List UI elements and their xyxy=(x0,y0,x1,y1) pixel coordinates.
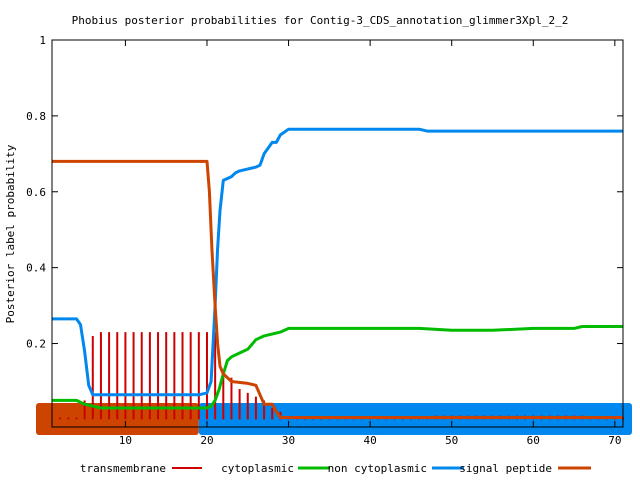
x-tick-label: 60 xyxy=(527,434,540,447)
chart-title: Phobius posterior probabilities for Cont… xyxy=(72,14,569,27)
y-axis-label: Posterior label probability xyxy=(4,144,17,323)
x-tick-label: 30 xyxy=(282,434,295,447)
y-tick-label: 0.2 xyxy=(26,338,46,351)
x-tick-label: 50 xyxy=(445,434,458,447)
x-tick-label: 20 xyxy=(200,434,213,447)
y-tick-label: 1 xyxy=(39,34,46,47)
legend-label: signal peptide xyxy=(459,462,552,475)
y-tick-label: 0.4 xyxy=(26,262,46,275)
legend-label: transmembrane xyxy=(80,462,166,475)
line-layer xyxy=(52,127,623,419)
series-line xyxy=(52,325,623,410)
x-tick-label: 70 xyxy=(608,434,621,447)
tick-layer: 0.2 0.4 0.6 0.8 1 10 20 30 40 50 60 70 xyxy=(26,34,623,447)
x-tick-label: 10 xyxy=(119,434,132,447)
x-tick-label: 40 xyxy=(364,434,377,447)
y-tick-label: 0.8 xyxy=(26,110,46,123)
series-line xyxy=(52,159,623,419)
series-line xyxy=(52,127,623,397)
legend-label: cytoplasmic xyxy=(221,462,294,475)
impulse-layer xyxy=(59,332,624,420)
legend-label: non cytoplasmic xyxy=(328,462,427,475)
plot-frame xyxy=(51,39,624,428)
legend: transmembrane cytoplasmic non cytoplasmic s… xyxy=(80,462,591,475)
y-tick-label: 0.6 xyxy=(26,186,46,199)
